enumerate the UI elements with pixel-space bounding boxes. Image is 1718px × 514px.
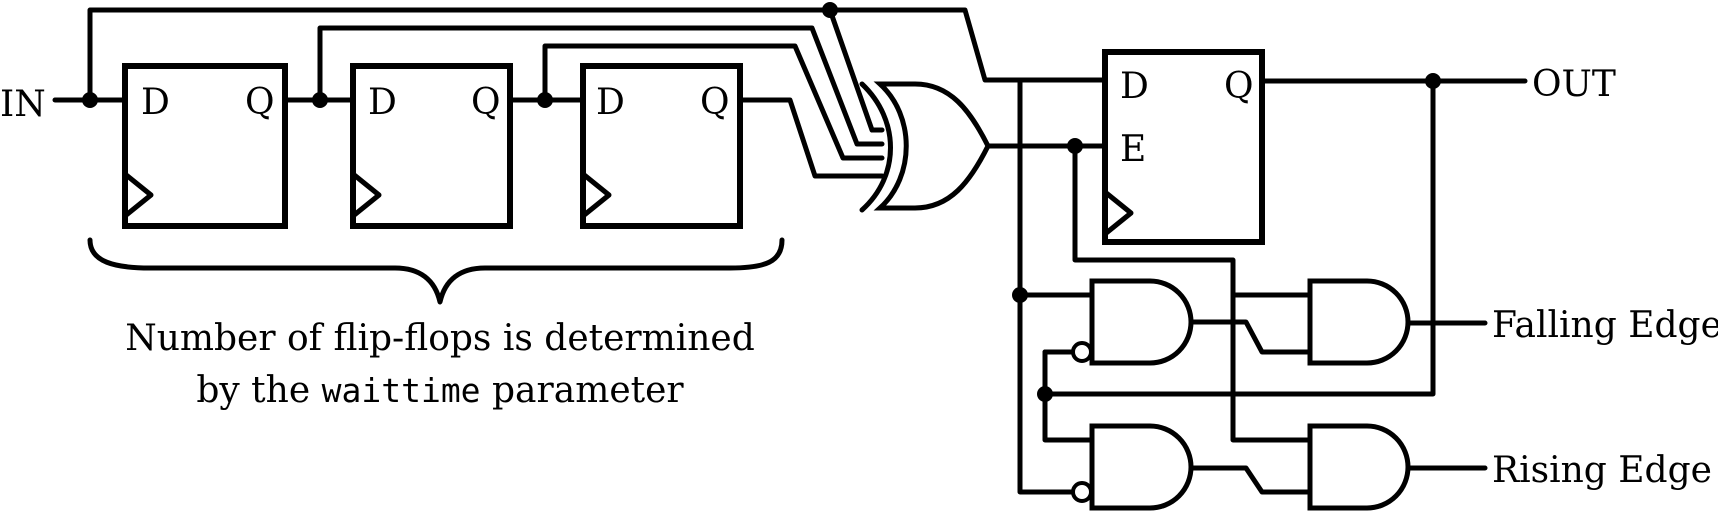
wires: [52, 7, 1528, 495]
clock-triangle-icon: [122, 171, 154, 219]
junction-dot: [1425, 73, 1441, 89]
latch: D E Q: [1102, 49, 1265, 245]
ff2-q-label: Q: [471, 82, 501, 123]
and-gate-4: [1307, 423, 1411, 511]
xor-back-arc: [859, 81, 893, 213]
and-gate-1: [1071, 278, 1194, 366]
junction-dot: [1037, 386, 1053, 402]
clock-triangle-icon: [350, 171, 382, 219]
wire-g1-g3: [1185, 319, 1313, 355]
and-gate-2: [1071, 423, 1194, 511]
input-label: IN: [0, 84, 46, 125]
clock-triangle-icon: [580, 171, 612, 219]
inverter-bubble-icon: [1071, 481, 1093, 503]
wire-g2-g4: [1185, 465, 1313, 495]
ff2-d-label: D: [368, 82, 397, 123]
brace: [87, 237, 785, 305]
junction-dot: [82, 92, 98, 108]
xor-gate: [859, 81, 991, 213]
wire-tap-ff2: [542, 43, 885, 161]
junction-dot: [537, 92, 553, 108]
wire-tap-ff1: [317, 25, 885, 147]
wire-bus-xor: [1017, 77, 1095, 495]
wire-latch-d: [827, 7, 1108, 83]
latch-q-label: Q: [1224, 66, 1254, 107]
and-gate-3: [1307, 278, 1411, 366]
junction-dot: [822, 2, 838, 18]
caption-line-1: Number of flip-flops is determined: [125, 318, 755, 359]
rising-edge-label: Rising Edge: [1492, 450, 1712, 491]
caption-line-2: by the waittime parameter: [196, 370, 684, 411]
junction-dot: [1012, 287, 1028, 303]
junction-dot: [312, 92, 328, 108]
falling-edge-label: Falling Edge: [1492, 305, 1718, 346]
clock-triangle-icon: [1102, 189, 1134, 237]
inverter-bubble-icon: [1071, 341, 1093, 363]
wire-q-feedback: [1042, 78, 1436, 397]
latch-d-label: D: [1120, 66, 1149, 107]
ff1-d-label: D: [141, 82, 170, 123]
xor-body: [873, 81, 991, 211]
ff3-d-label: D: [596, 82, 625, 123]
ff1-q-label: Q: [245, 82, 275, 123]
ff3-q-label: Q: [700, 82, 730, 123]
wire-ff3-xor: [737, 97, 885, 179]
junction-dots: [82, 2, 1441, 402]
junction-dot: [1067, 138, 1083, 154]
flipflop-3: D Q: [580, 63, 743, 229]
caption-prefix: by the: [196, 370, 310, 411]
wire-feedback-gate2: [1042, 349, 1095, 443]
flipflop-1: D Q: [122, 63, 288, 229]
wire-e-branch: [1072, 143, 1313, 443]
flipflop-2: D Q: [350, 63, 513, 229]
latch-e-label: E: [1120, 129, 1146, 170]
caption-suffix: parameter: [492, 370, 684, 411]
output-label: OUT: [1532, 64, 1616, 105]
caption-code: waittime: [322, 371, 481, 410]
